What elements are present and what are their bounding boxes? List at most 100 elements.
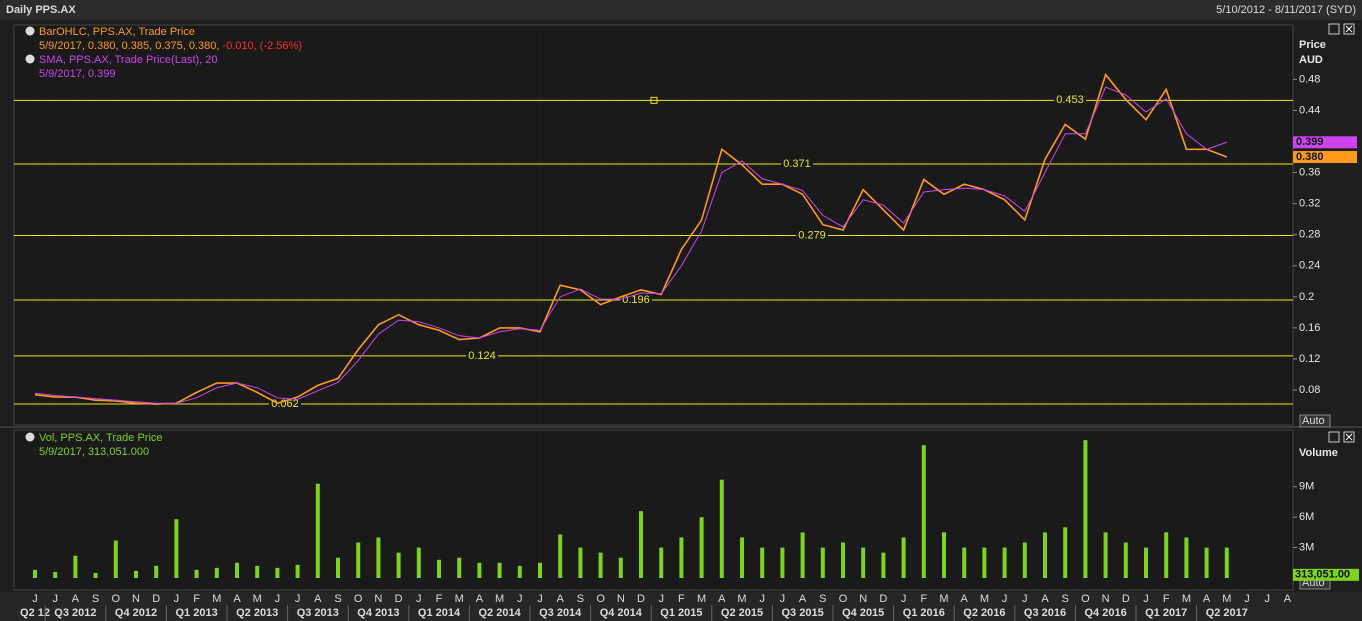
- x-tick-label: D: [637, 593, 645, 605]
- volume-bar: [214, 567, 219, 578]
- legend-values: 5/9/2017, 0.380, 0.385, 0.375, 0.380,: [39, 40, 219, 52]
- volume-axis-title: Volume: [1299, 447, 1338, 459]
- x-tick-label: M: [939, 593, 948, 605]
- quarter-label: Q2 2016: [963, 607, 1005, 619]
- level-label-bg: [269, 398, 301, 411]
- volume-bar: [1184, 537, 1189, 578]
- volume-bar: [982, 547, 987, 578]
- x-tick-label: J: [1244, 593, 1250, 605]
- quarter-label: Q1 2017: [1145, 607, 1187, 619]
- level-handle[interactable]: [650, 96, 658, 104]
- level-label-bg: [796, 229, 828, 242]
- close-button[interactable]: [1343, 431, 1355, 443]
- y-tick-label: 0.08: [1299, 384, 1320, 396]
- volume-bar: [719, 479, 724, 578]
- quarter-label: Q4 2012: [115, 607, 157, 619]
- window-buttons[interactable]: [1328, 23, 1355, 443]
- x-tick-label: A: [718, 593, 726, 605]
- x-tick-label: O: [1081, 593, 1090, 605]
- volume-bar: [841, 542, 845, 578]
- volume-bar: [416, 547, 421, 578]
- volume-bar: [53, 571, 58, 578]
- quarter-label: Q3 2015: [781, 607, 823, 619]
- x-tick-label: M: [737, 593, 746, 605]
- legend-detail: 5/9/2017, 0.380, 0.385, 0.375, 0.380, -0…: [39, 40, 302, 52]
- volume-bar: [497, 562, 502, 578]
- y-tick-label: 0.48: [1299, 73, 1320, 85]
- legend-detail: 5/9/2017, 313,051.000: [39, 446, 149, 458]
- level-label: 0.371: [783, 158, 811, 170]
- x-tick-label: F: [436, 593, 443, 605]
- auto-label[interactable]: Auto: [1302, 415, 1325, 427]
- x-tick-label: S: [92, 593, 99, 605]
- quarter-label: Q3 2016: [1024, 607, 1066, 619]
- volume-bar: [437, 559, 441, 578]
- last-value-tag: [1293, 151, 1357, 164]
- volume-bar: [1022, 542, 1027, 578]
- y-tick-label: 0.28: [1299, 229, 1320, 241]
- price-axis-title: Price: [1299, 39, 1326, 51]
- header-bar: [0, 0, 1362, 20]
- y-tick-label: 6M: [1299, 511, 1314, 523]
- x-tick-label: J: [658, 593, 664, 605]
- volume-bar: [154, 565, 159, 578]
- close-button[interactable]: [1343, 23, 1355, 35]
- volume-bar: [1224, 547, 1229, 578]
- volume-bar: [73, 555, 78, 578]
- x-tick-label: F: [193, 593, 200, 605]
- quarter-label: Q3 2013: [297, 607, 339, 619]
- x-tick-label: A: [799, 593, 807, 605]
- x-tick-label: S: [1062, 593, 1069, 605]
- volume-bar: [457, 557, 462, 578]
- volume-bar: [1204, 547, 1209, 578]
- x-tick-label: A: [961, 593, 969, 605]
- x-tick-label: J: [295, 593, 301, 605]
- auto-button[interactable]: [1299, 414, 1331, 428]
- quarter-label: Q2 2017: [1206, 607, 1248, 619]
- x-tick-label: A: [476, 593, 484, 605]
- volume-bar: [376, 537, 381, 578]
- chart-title: Daily PPS.AX: [6, 4, 76, 16]
- y-tick-label: 3M: [1299, 541, 1314, 553]
- volume-bar: [962, 547, 967, 578]
- volume-bar: [538, 562, 542, 578]
- volume-bar: [356, 542, 361, 578]
- maximize-button[interactable]: [1328, 23, 1340, 35]
- legend-icon[interactable]: [25, 432, 35, 442]
- volume-bar: [901, 537, 906, 578]
- x-tick-label: O: [112, 593, 121, 605]
- quarter-label: Q2 2015: [721, 607, 763, 619]
- price-axis-unit: AUD: [1299, 54, 1323, 66]
- x-tick-label: J: [1264, 593, 1270, 605]
- x-tick-label: N: [859, 593, 867, 605]
- x-tick-label: J: [32, 593, 38, 605]
- x-tick-label: A: [1041, 593, 1049, 605]
- price-line: [34, 73, 1228, 405]
- y-tick-label: 0.16: [1299, 322, 1320, 334]
- legend-icon[interactable]: [25, 26, 35, 36]
- x-tick-label: A: [1203, 593, 1211, 605]
- volume-bar: [921, 445, 926, 578]
- x-tick-label: D: [879, 593, 887, 605]
- price-line: [34, 86, 1227, 404]
- x-tick-label: F: [1163, 593, 1170, 605]
- x-tick-label: J: [517, 593, 523, 605]
- close-icon: [1345, 25, 1353, 33]
- maximize-button[interactable]: [1328, 431, 1340, 443]
- legend-icon[interactable]: [25, 54, 35, 64]
- volume-bar: [881, 552, 886, 578]
- quarter-label: Q1 2013: [175, 607, 217, 619]
- volume-bar: [174, 519, 179, 578]
- volume-bar: [618, 557, 623, 578]
- x-tick-label: M: [455, 593, 464, 605]
- x-tick-label: S: [577, 593, 584, 605]
- volume-bar: [679, 537, 684, 578]
- x-tick-label: J: [901, 593, 907, 605]
- x-tick-label: O: [596, 593, 605, 605]
- x-tick-label: J: [1002, 593, 1008, 605]
- volume-panel: [13, 429, 1294, 591]
- quarter-label: Q4 2013: [357, 607, 399, 619]
- x-tick-label: M: [697, 593, 706, 605]
- x-tick-label: J: [416, 593, 422, 605]
